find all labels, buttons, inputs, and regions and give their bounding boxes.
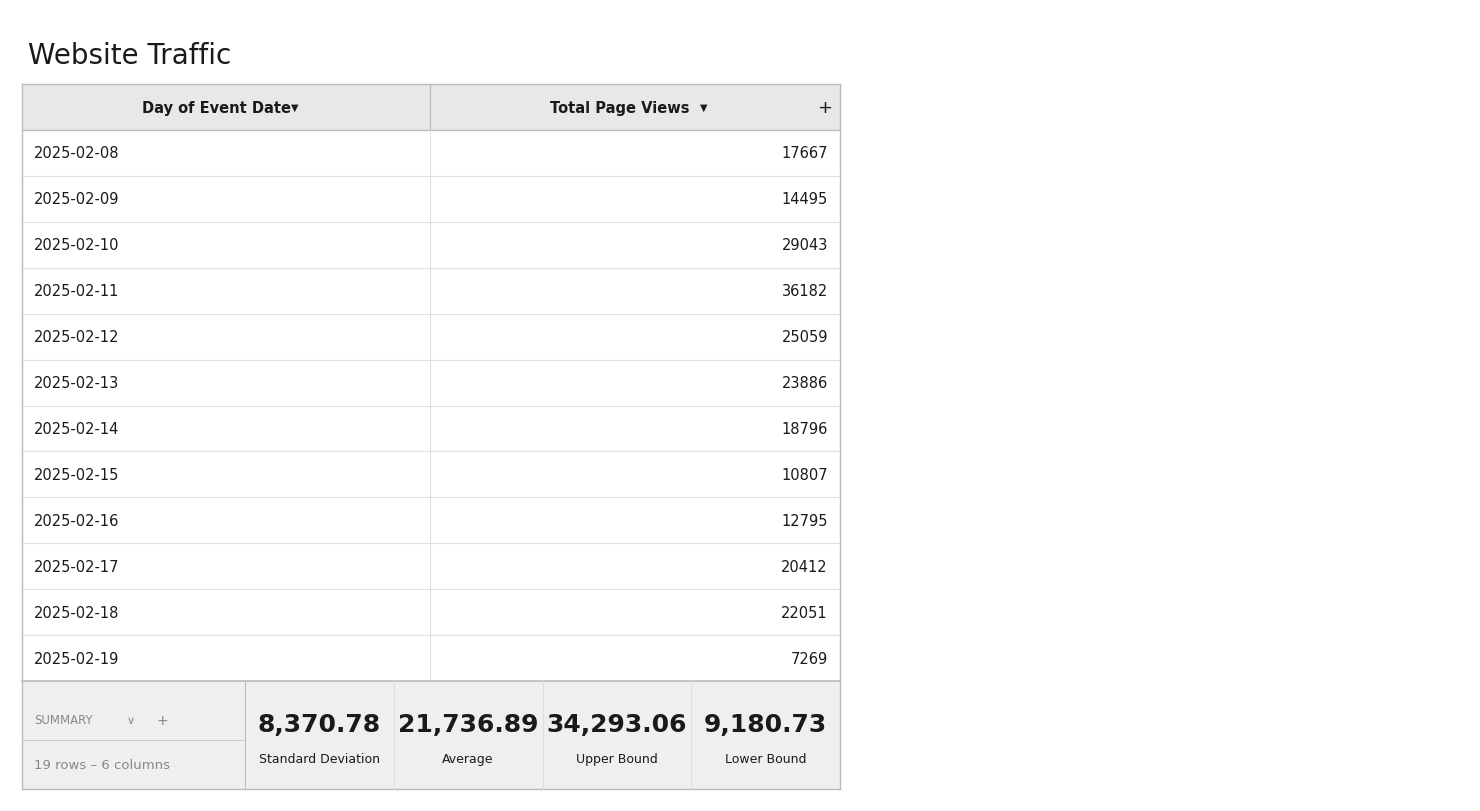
Text: 29043: 29043 [781, 238, 827, 253]
Text: 2025-02-10: 2025-02-10 [34, 238, 120, 253]
Bar [22, 498, 841, 543]
Bar [22, 131, 841, 177]
Bar [22, 635, 841, 681]
Text: 2025-02-13: 2025-02-13 [34, 375, 120, 391]
Text: +: + [157, 713, 169, 727]
Text: 19 rows – 6 columns: 19 rows – 6 columns [34, 757, 170, 770]
Text: 2025-02-11: 2025-02-11 [34, 284, 120, 298]
Text: 20412: 20412 [781, 559, 827, 574]
Text: SUMMARY: SUMMARY [34, 714, 93, 727]
Text: ∨: ∨ [127, 715, 135, 725]
Text: ▼: ▼ [700, 103, 707, 113]
Bar [22, 452, 841, 498]
Text: 21,736.89: 21,736.89 [398, 712, 539, 736]
Bar [22, 360, 841, 406]
Text: Lower Bound: Lower Bound [725, 753, 807, 766]
Text: 2025-02-15: 2025-02-15 [34, 467, 120, 483]
Bar [22, 315, 841, 360]
Text: 2025-02-19: 2025-02-19 [34, 650, 120, 666]
Text: 2025-02-08: 2025-02-08 [34, 146, 120, 161]
Text: 18796: 18796 [781, 422, 827, 436]
Text: 7269: 7269 [790, 650, 827, 666]
Text: 10807: 10807 [781, 467, 827, 483]
Text: 17667: 17667 [781, 146, 827, 161]
Text: ▼: ▼ [292, 103, 299, 113]
Bar [22, 268, 841, 315]
Text: 2025-02-12: 2025-02-12 [34, 330, 120, 345]
Bar [22, 177, 841, 222]
Text: Standard Deviation: Standard Deviation [259, 753, 380, 766]
Text: 2025-02-17: 2025-02-17 [34, 559, 120, 574]
Text: Day of Event Date: Day of Event Date [142, 101, 290, 115]
Text: 22051: 22051 [781, 605, 827, 620]
Text: 34,293.06: 34,293.06 [546, 712, 687, 736]
Text: 9,180.73: 9,180.73 [704, 712, 827, 736]
Text: 2025-02-09: 2025-02-09 [34, 192, 120, 207]
Text: 36182: 36182 [781, 284, 827, 298]
Text: 8,370.78: 8,370.78 [258, 712, 380, 736]
Text: Website Traffic: Website Traffic [28, 42, 231, 70]
Text: Total Page Views: Total Page Views [551, 101, 690, 115]
Text: 2025-02-14: 2025-02-14 [34, 422, 120, 436]
Text: Average: Average [443, 753, 494, 766]
Text: +: + [817, 99, 832, 117]
Text: 2025-02-18: 2025-02-18 [34, 605, 120, 620]
Bar [22, 406, 841, 452]
Text: 12795: 12795 [781, 513, 827, 528]
Bar [22, 222, 841, 268]
Text: 23886: 23886 [781, 375, 827, 391]
Bar [22, 543, 841, 590]
Bar [22, 590, 841, 635]
Text: Upper Bound: Upper Bound [576, 753, 657, 766]
Text: 2025-02-16: 2025-02-16 [34, 513, 120, 528]
Bar [22, 85, 841, 131]
Text: 14495: 14495 [781, 192, 827, 207]
Bar [22, 681, 841, 789]
Text: 25059: 25059 [781, 330, 827, 345]
